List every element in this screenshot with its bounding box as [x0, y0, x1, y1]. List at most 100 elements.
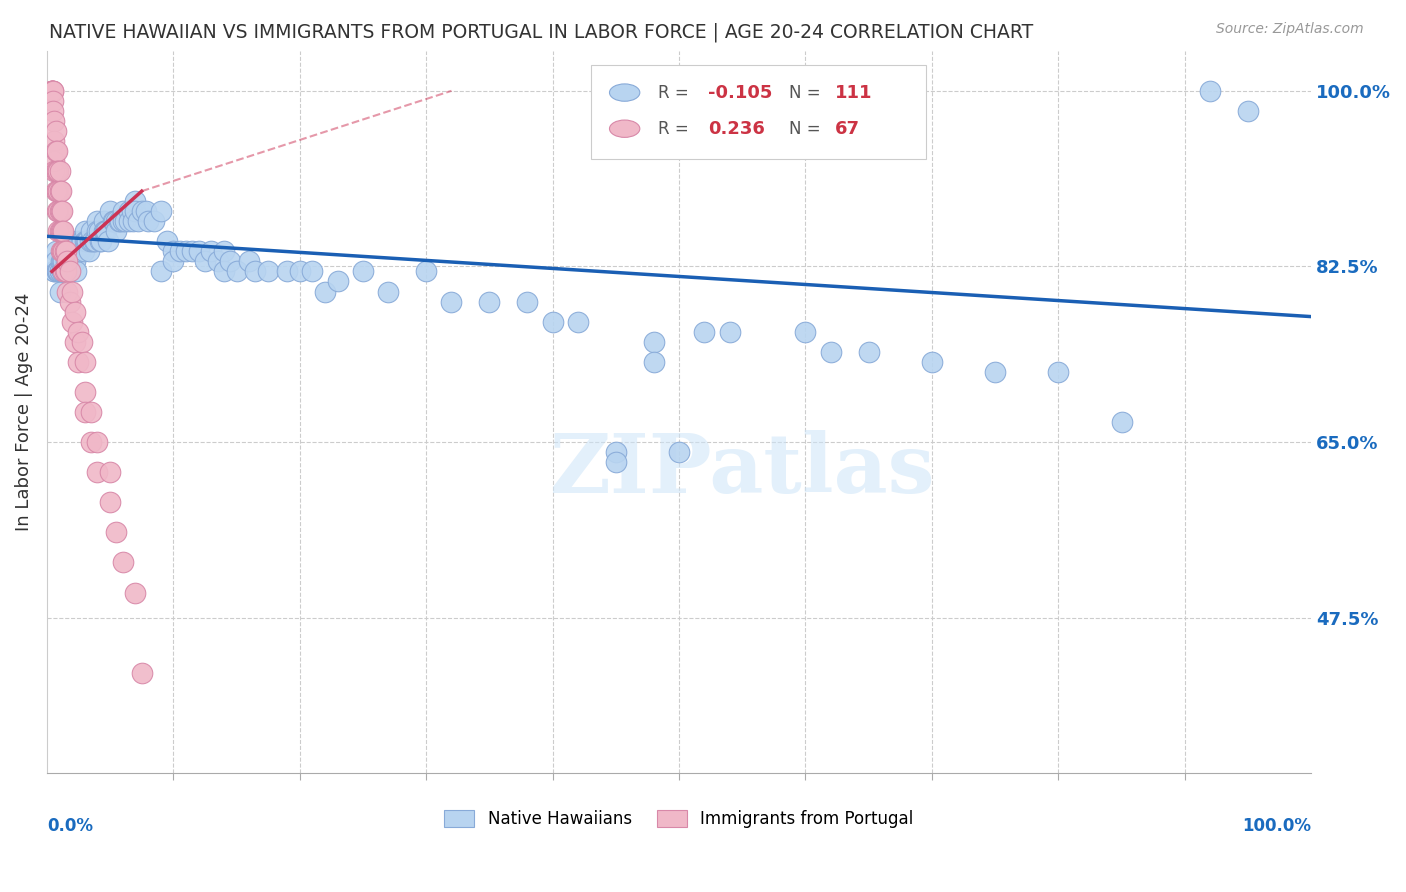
Point [60, 285, 83, 299]
Text: 67: 67 [835, 120, 859, 137]
Point [49, 204, 72, 219]
Point [55, 244, 77, 259]
Point [98, 465, 121, 479]
Point [605, 445, 627, 459]
Point [478, 294, 501, 309]
Point [52, 244, 75, 259]
Point [60, 244, 83, 259]
Point [143, 214, 166, 228]
Point [149, 264, 172, 278]
Point [718, 325, 741, 339]
Point [55, 254, 77, 268]
Y-axis label: In Labor Force | Age 20-24: In Labor Force | Age 20-24 [15, 293, 32, 531]
Point [134, 204, 156, 219]
Point [79, 235, 101, 249]
FancyBboxPatch shape [591, 65, 925, 159]
Point [55, 244, 77, 259]
Point [96, 224, 118, 238]
Point [162, 244, 184, 259]
Point [440, 294, 463, 309]
Point [238, 254, 260, 268]
Point [212, 244, 235, 259]
Point [301, 264, 323, 278]
Point [73, 355, 96, 369]
Point [93, 224, 115, 238]
Point [42, 84, 65, 98]
Point [48, 204, 70, 219]
Point [53, 244, 76, 259]
Point [60, 315, 83, 329]
Point [124, 585, 146, 599]
Point [67, 355, 90, 369]
Point [56, 285, 79, 299]
Point [49, 254, 72, 268]
Point [194, 254, 217, 268]
Point [51, 264, 73, 278]
Point [326, 275, 349, 289]
Point [219, 254, 242, 268]
Point [794, 325, 817, 339]
Point [44, 164, 66, 178]
Point [62, 244, 84, 259]
Circle shape [609, 84, 640, 102]
Point [48, 285, 70, 299]
Point [124, 204, 146, 219]
Point [45, 244, 67, 259]
Point [63, 304, 86, 318]
Point [80, 405, 103, 419]
Point [76, 235, 98, 249]
Point [110, 214, 132, 228]
Point [59, 264, 82, 278]
Point [567, 315, 589, 329]
Point [643, 355, 665, 369]
Point [1199, 84, 1222, 98]
Point [44, 154, 66, 169]
Point [921, 355, 943, 369]
Point [63, 244, 86, 259]
Point [46, 164, 69, 178]
Point [73, 235, 96, 249]
Point [89, 235, 111, 249]
Point [111, 556, 134, 570]
Point [67, 244, 90, 259]
Point [48, 264, 70, 278]
Point [377, 285, 399, 299]
Point [41, 84, 63, 98]
Point [83, 235, 105, 249]
Point [70, 235, 93, 249]
Point [46, 224, 69, 238]
Point [41, 84, 63, 98]
Point [46, 264, 69, 278]
Text: N =: N = [789, 84, 825, 102]
Point [288, 264, 311, 278]
Circle shape [609, 120, 640, 137]
Point [162, 254, 184, 268]
Point [46, 184, 69, 198]
Point [44, 264, 66, 278]
Point [643, 334, 665, 349]
Point [52, 224, 75, 238]
Point [82, 235, 104, 249]
Point [72, 244, 94, 259]
Point [1237, 103, 1260, 118]
Point [42, 94, 65, 108]
Text: ZIPatlas: ZIPatlas [550, 430, 935, 509]
Point [225, 264, 247, 278]
Point [52, 244, 75, 259]
Point [45, 124, 67, 138]
Point [46, 204, 69, 219]
Point [44, 134, 66, 148]
Point [46, 184, 69, 198]
Point [55, 264, 77, 278]
Point [58, 264, 80, 278]
Point [105, 214, 128, 228]
Point [86, 224, 108, 238]
Point [75, 235, 97, 249]
Point [84, 235, 107, 249]
Point [245, 264, 267, 278]
Point [46, 204, 69, 219]
Point [53, 264, 76, 278]
Point [48, 224, 70, 238]
Point [118, 214, 141, 228]
Point [984, 365, 1007, 379]
